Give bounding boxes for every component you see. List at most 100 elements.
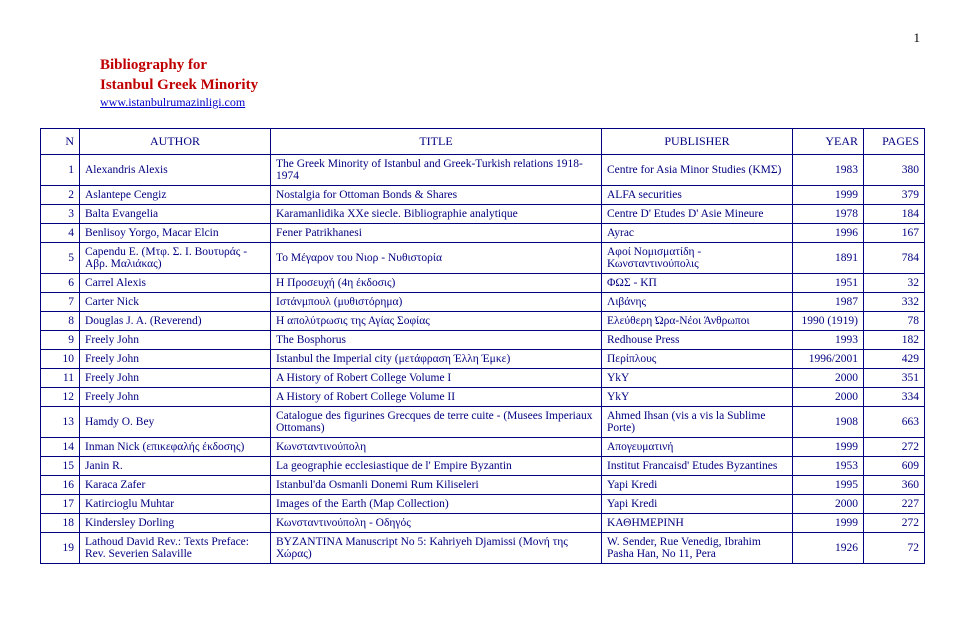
cell-pages: 167 (864, 224, 925, 243)
cell-year: 2000 (793, 369, 864, 388)
cell-title: Istanbul'da Osmanli Donemi Rum Kiliseler… (271, 476, 602, 495)
cell-title: A History of Robert College Volume I (271, 369, 602, 388)
cell-publisher: Ελεύθερη Ώρα-Νέοι Άνθρωποι (602, 312, 793, 331)
heading: Bibliography for Istanbul Greek Minority (100, 56, 920, 95)
cell-author: Freely John (80, 350, 271, 369)
table-row: 4Benlisoy Yorgo, Macar ElcinFener Patrik… (41, 224, 925, 243)
cell-pages: 609 (864, 457, 925, 476)
cell-title: The Bosphorus (271, 331, 602, 350)
cell-pages: 72 (864, 533, 925, 564)
cell-n: 7 (41, 293, 80, 312)
cell-author: Aslantepe Cengiz (80, 186, 271, 205)
cell-author: Carrel Alexis (80, 274, 271, 293)
cell-pages: 272 (864, 438, 925, 457)
cell-pages: 182 (864, 331, 925, 350)
cell-title: Το Μέγαρον του Νιορ - Νυθιστορία (271, 243, 602, 274)
cell-pages: 429 (864, 350, 925, 369)
cell-pages: 78 (864, 312, 925, 331)
cell-n: 1 (41, 155, 80, 186)
cell-year: 1891 (793, 243, 864, 274)
cell-n: 11 (41, 369, 80, 388)
cell-pages: 272 (864, 514, 925, 533)
cell-n: 5 (41, 243, 80, 274)
source-link[interactable]: www.istanbulrumazinligi.com (100, 95, 245, 110)
cell-title: Karamanlidika XXe siecle. Bibliographie … (271, 205, 602, 224)
cell-title: Ιστάνμπουλ (μυθιστόρημα) (271, 293, 602, 312)
cell-author: Carter Nick (80, 293, 271, 312)
cell-author: Capendu E. (Μτφ. Σ. Ι. Βουτυράς - Αβρ. Μ… (80, 243, 271, 274)
cell-publisher: Απογευματινή (602, 438, 793, 457)
cell-title: Images of the Earth (Map Collection) (271, 495, 602, 514)
cell-title: Κωνσταντινούπολη - Οδηγός (271, 514, 602, 533)
cell-year: 1996/2001 (793, 350, 864, 369)
cell-publisher: Περίπλους (602, 350, 793, 369)
header-title: TITLE (271, 129, 602, 155)
cell-year: 1999 (793, 514, 864, 533)
cell-publisher: Yapi Kredi (602, 476, 793, 495)
table-row: 11Freely JohnA History of Robert College… (41, 369, 925, 388)
cell-author: Kindersley Dorling (80, 514, 271, 533)
cell-year: 1953 (793, 457, 864, 476)
cell-n: 16 (41, 476, 80, 495)
cell-publisher: Redhouse Press (602, 331, 793, 350)
cell-pages: 784 (864, 243, 925, 274)
cell-title: A History of Robert College Volume II (271, 388, 602, 407)
cell-publisher: YkY (602, 369, 793, 388)
cell-author: Janin R. (80, 457, 271, 476)
cell-title: Η απολύτρωσις της Αγίας Σοφίας (271, 312, 602, 331)
table-row: 1Alexandris AlexisThe Greek Minority of … (41, 155, 925, 186)
cell-publisher: YkY (602, 388, 793, 407)
cell-year: 1951 (793, 274, 864, 293)
cell-author: Karaca Zafer (80, 476, 271, 495)
table-row: 3Balta EvangeliaKaramanlidika XXe siecle… (41, 205, 925, 224)
cell-n: 15 (41, 457, 80, 476)
cell-year: 1995 (793, 476, 864, 495)
cell-author: Balta Evangelia (80, 205, 271, 224)
header-publisher: PUBLISHER (602, 129, 793, 155)
bibliography-table: N AUTHOR TITLE PUBLISHER YEAR PAGES 1Ale… (40, 128, 925, 564)
cell-publisher: Ahmed Ihsan (vis a vis la Sublime Porte) (602, 407, 793, 438)
cell-title: BYZANTINA Manuscript No 5: Kahriyeh Djam… (271, 533, 602, 564)
table-row: 19Lathoud David Rev.: Texts Preface: Rev… (41, 533, 925, 564)
cell-pages: 663 (864, 407, 925, 438)
cell-publisher: ALFA securities (602, 186, 793, 205)
cell-publisher: Λιβάνης (602, 293, 793, 312)
cell-n: 17 (41, 495, 80, 514)
table-row: 18Kindersley DorlingΚωνσταντινούπολη - Ο… (41, 514, 925, 533)
table-row: 7Carter NickΙστάνμπουλ (μυθιστόρημα)Λιβά… (41, 293, 925, 312)
cell-pages: 351 (864, 369, 925, 388)
header-pages: PAGES (864, 129, 925, 155)
header-year: YEAR (793, 129, 864, 155)
table-row: 14Inman Nick (επικεφαλής έκδοσης)Κωνσταν… (41, 438, 925, 457)
cell-pages: 332 (864, 293, 925, 312)
cell-year: 1990 (1919) (793, 312, 864, 331)
cell-n: 18 (41, 514, 80, 533)
cell-publisher: Centre for Asia Minor Studies (ΚΜΣ) (602, 155, 793, 186)
cell-publisher: Centre D' Etudes D' Asie Mineure (602, 205, 793, 224)
cell-year: 1996 (793, 224, 864, 243)
cell-year: 1999 (793, 186, 864, 205)
cell-year: 2000 (793, 495, 864, 514)
cell-pages: 227 (864, 495, 925, 514)
table-row: 8Douglas J. A. (Reverend)Η απολύτρωσις τ… (41, 312, 925, 331)
cell-n: 12 (41, 388, 80, 407)
cell-pages: 380 (864, 155, 925, 186)
cell-author: Hamdy O. Bey (80, 407, 271, 438)
table-row: 15Janin R.La geographie ecclesiastique d… (41, 457, 925, 476)
heading-line2: Istanbul Greek Minority (100, 77, 258, 93)
header-n: N (41, 129, 80, 155)
cell-author: Freely John (80, 369, 271, 388)
cell-n: 8 (41, 312, 80, 331)
table-row: 10Freely JohnIstanbul the Imperial city … (41, 350, 925, 369)
cell-pages: 334 (864, 388, 925, 407)
cell-n: 9 (41, 331, 80, 350)
table-row: 6Carrel AlexisΗ Προσευχή (4η έκδοσις)ΦΩΣ… (41, 274, 925, 293)
cell-author: Katircioglu Muhtar (80, 495, 271, 514)
cell-title: Nostalgia for Ottoman Bonds & Shares (271, 186, 602, 205)
cell-year: 1908 (793, 407, 864, 438)
cell-title: Catalogue des figurines Grecques de terr… (271, 407, 602, 438)
cell-publisher: ΚΑΘΗΜΕΡΙΝΗ (602, 514, 793, 533)
cell-author: Benlisoy Yorgo, Macar Elcin (80, 224, 271, 243)
cell-n: 3 (41, 205, 80, 224)
cell-author: Douglas J. A. (Reverend) (80, 312, 271, 331)
